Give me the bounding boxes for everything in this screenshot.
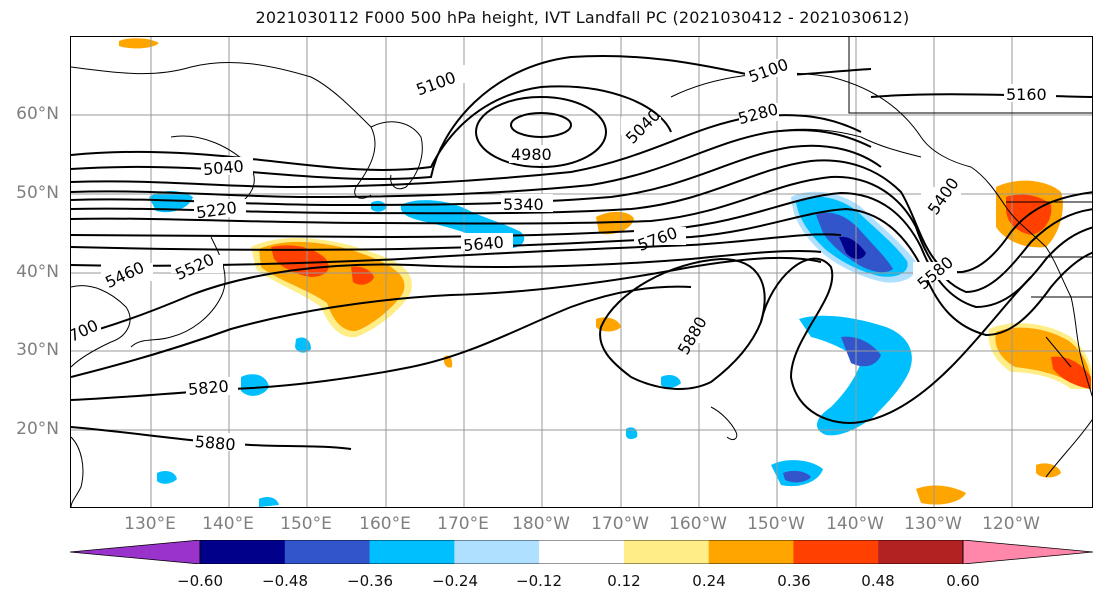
coast-mexico — [1045, 419, 1092, 478]
shade-blue-small-4 — [661, 375, 681, 388]
colorbar-right-extend — [962, 540, 1093, 564]
colorbar-segment — [539, 540, 625, 564]
shade-orange-central-2 — [596, 317, 621, 332]
lat-label-50n: 50°N — [16, 183, 59, 203]
colorbar — [70, 540, 1093, 564]
shade-red-california — [1051, 356, 1091, 389]
coast-alaska-peninsula — [770, 128, 922, 158]
colorbar-tick-label: −0.60 — [177, 572, 223, 590]
colorbar-segment — [454, 540, 540, 564]
shade-blue-central-streak — [799, 315, 912, 436]
colorbar-segment — [200, 540, 286, 564]
contour-5880-ridge — [599, 257, 766, 390]
map-panel: 5100 5040 4980 5040 5100 5160 5220 5340 … — [70, 36, 1093, 508]
shade-orange-orange-baja — [916, 485, 966, 505]
colorbar-tick-label: 0.24 — [692, 572, 726, 590]
colorbar-tick-label: −0.24 — [432, 572, 478, 590]
coastlines — [71, 37, 1092, 507]
contour-label: 5640 — [462, 233, 504, 255]
colorbar-segment — [878, 540, 964, 564]
shade-medium-blue-south — [783, 470, 811, 483]
coast-bc — [970, 166, 1072, 298]
shade-dark-blue-ne-pacific — [839, 236, 866, 259]
coast-alaska — [670, 72, 972, 168]
shade-blue-kurils — [149, 191, 193, 213]
contour-5880-east — [760, 257, 1032, 424]
lon-label-160w: 160°W — [669, 514, 727, 534]
contour-5700 — [71, 249, 822, 338]
contour-label: 5460 — [102, 258, 147, 292]
map-canvas: 5100 5040 4980 5040 5100 5160 5220 5340 … — [71, 37, 1092, 507]
lon-label-150w: 150°W — [747, 514, 805, 534]
lon-label-180w: 180°W — [512, 514, 570, 534]
coast-japan — [130, 236, 226, 348]
lon-label-130e: 130°E — [124, 514, 176, 534]
contour-5460 — [71, 175, 1092, 294]
colorbar-segment — [708, 540, 794, 564]
lon-label-130w: 130°W — [904, 514, 962, 534]
shade-orange-small-2 — [1036, 463, 1061, 478]
shade-blue-small-2 — [241, 374, 269, 396]
coast-korea-china — [71, 285, 131, 368]
colorbar-tick-label: 0.36 — [777, 572, 811, 590]
figure-title: 2021030112 F000 500 hPa height, IVT Land… — [255, 8, 910, 27]
contour-4980 — [475, 96, 607, 168]
contour-5400 — [71, 159, 1092, 273]
shade-blue-small-7 — [625, 427, 638, 440]
contour-5160 — [870, 93, 1092, 98]
contour-5040 — [71, 85, 672, 171]
contour-5580 — [71, 207, 1092, 337]
lon-label-160e: 160°E — [359, 514, 411, 534]
coast-kamchatka — [370, 121, 423, 190]
border-canada-us-1 — [848, 37, 1092, 114]
coast-hawaii — [710, 406, 738, 440]
contour-label: 5100 — [414, 68, 459, 100]
contour-label: 5820 — [187, 376, 229, 398]
shade-blue-small-6 — [259, 497, 279, 507]
contour-label: 5700 — [71, 316, 101, 350]
colorbar-tick-label: −0.12 — [516, 572, 562, 590]
colorbar-tick-label: 0.12 — [607, 572, 641, 590]
lon-label-120w: 120°W — [982, 514, 1040, 534]
lat-label-30n: 30°N — [16, 340, 59, 360]
colorbar-segment — [284, 540, 371, 564]
border-us-states — [1021, 256, 1092, 368]
colorbar-segment — [369, 540, 455, 564]
colorbar-tick-label: 0.48 — [861, 572, 895, 590]
coast-philippines — [71, 436, 84, 507]
lat-label-20n: 20°N — [16, 419, 59, 439]
lon-label-140w: 140°W — [826, 514, 884, 534]
lat-label-60n: 60°N — [16, 104, 59, 124]
contour-5280 — [71, 129, 872, 199]
contour-5520 — [71, 191, 1092, 309]
contour-5760 — [71, 256, 822, 378]
lon-label-150e: 150°E — [280, 514, 332, 534]
lon-label-170w: 170°W — [591, 514, 649, 534]
colorbar-tick-label: 0.60 — [946, 572, 980, 590]
colorbar-segment — [623, 540, 710, 564]
colorbar-segments — [200, 540, 964, 564]
contour-4980-inner — [510, 112, 572, 138]
contour-label: 5880 — [194, 432, 236, 454]
colorbar-tick-label: −0.48 — [262, 572, 308, 590]
contour-label: 4980 — [511, 145, 552, 164]
shade-red-nw-pacific-2 — [351, 266, 374, 285]
contour-label: 5040 — [202, 157, 244, 179]
lon-label-140e: 140°E — [202, 514, 254, 534]
shade-red-nw-pacific — [271, 245, 329, 277]
shade-orange-top — [119, 38, 159, 49]
lon-label-170e: 170°E — [437, 514, 489, 534]
colorbar-tick-label: −0.36 — [347, 572, 393, 590]
contour-label: 5520 — [172, 250, 217, 284]
shade-blue-small-1 — [371, 200, 387, 212]
colorbar-segment — [793, 540, 879, 564]
coast-us-west — [1070, 296, 1092, 398]
colorbar-left-extend — [70, 540, 201, 564]
shade-blue-small-3 — [295, 337, 311, 353]
contour-label: 5160 — [1006, 85, 1047, 104]
contour-label: 5340 — [503, 195, 544, 214]
shade-blue-small-5 — [157, 471, 177, 484]
lat-label-40n: 40°N — [16, 262, 59, 282]
